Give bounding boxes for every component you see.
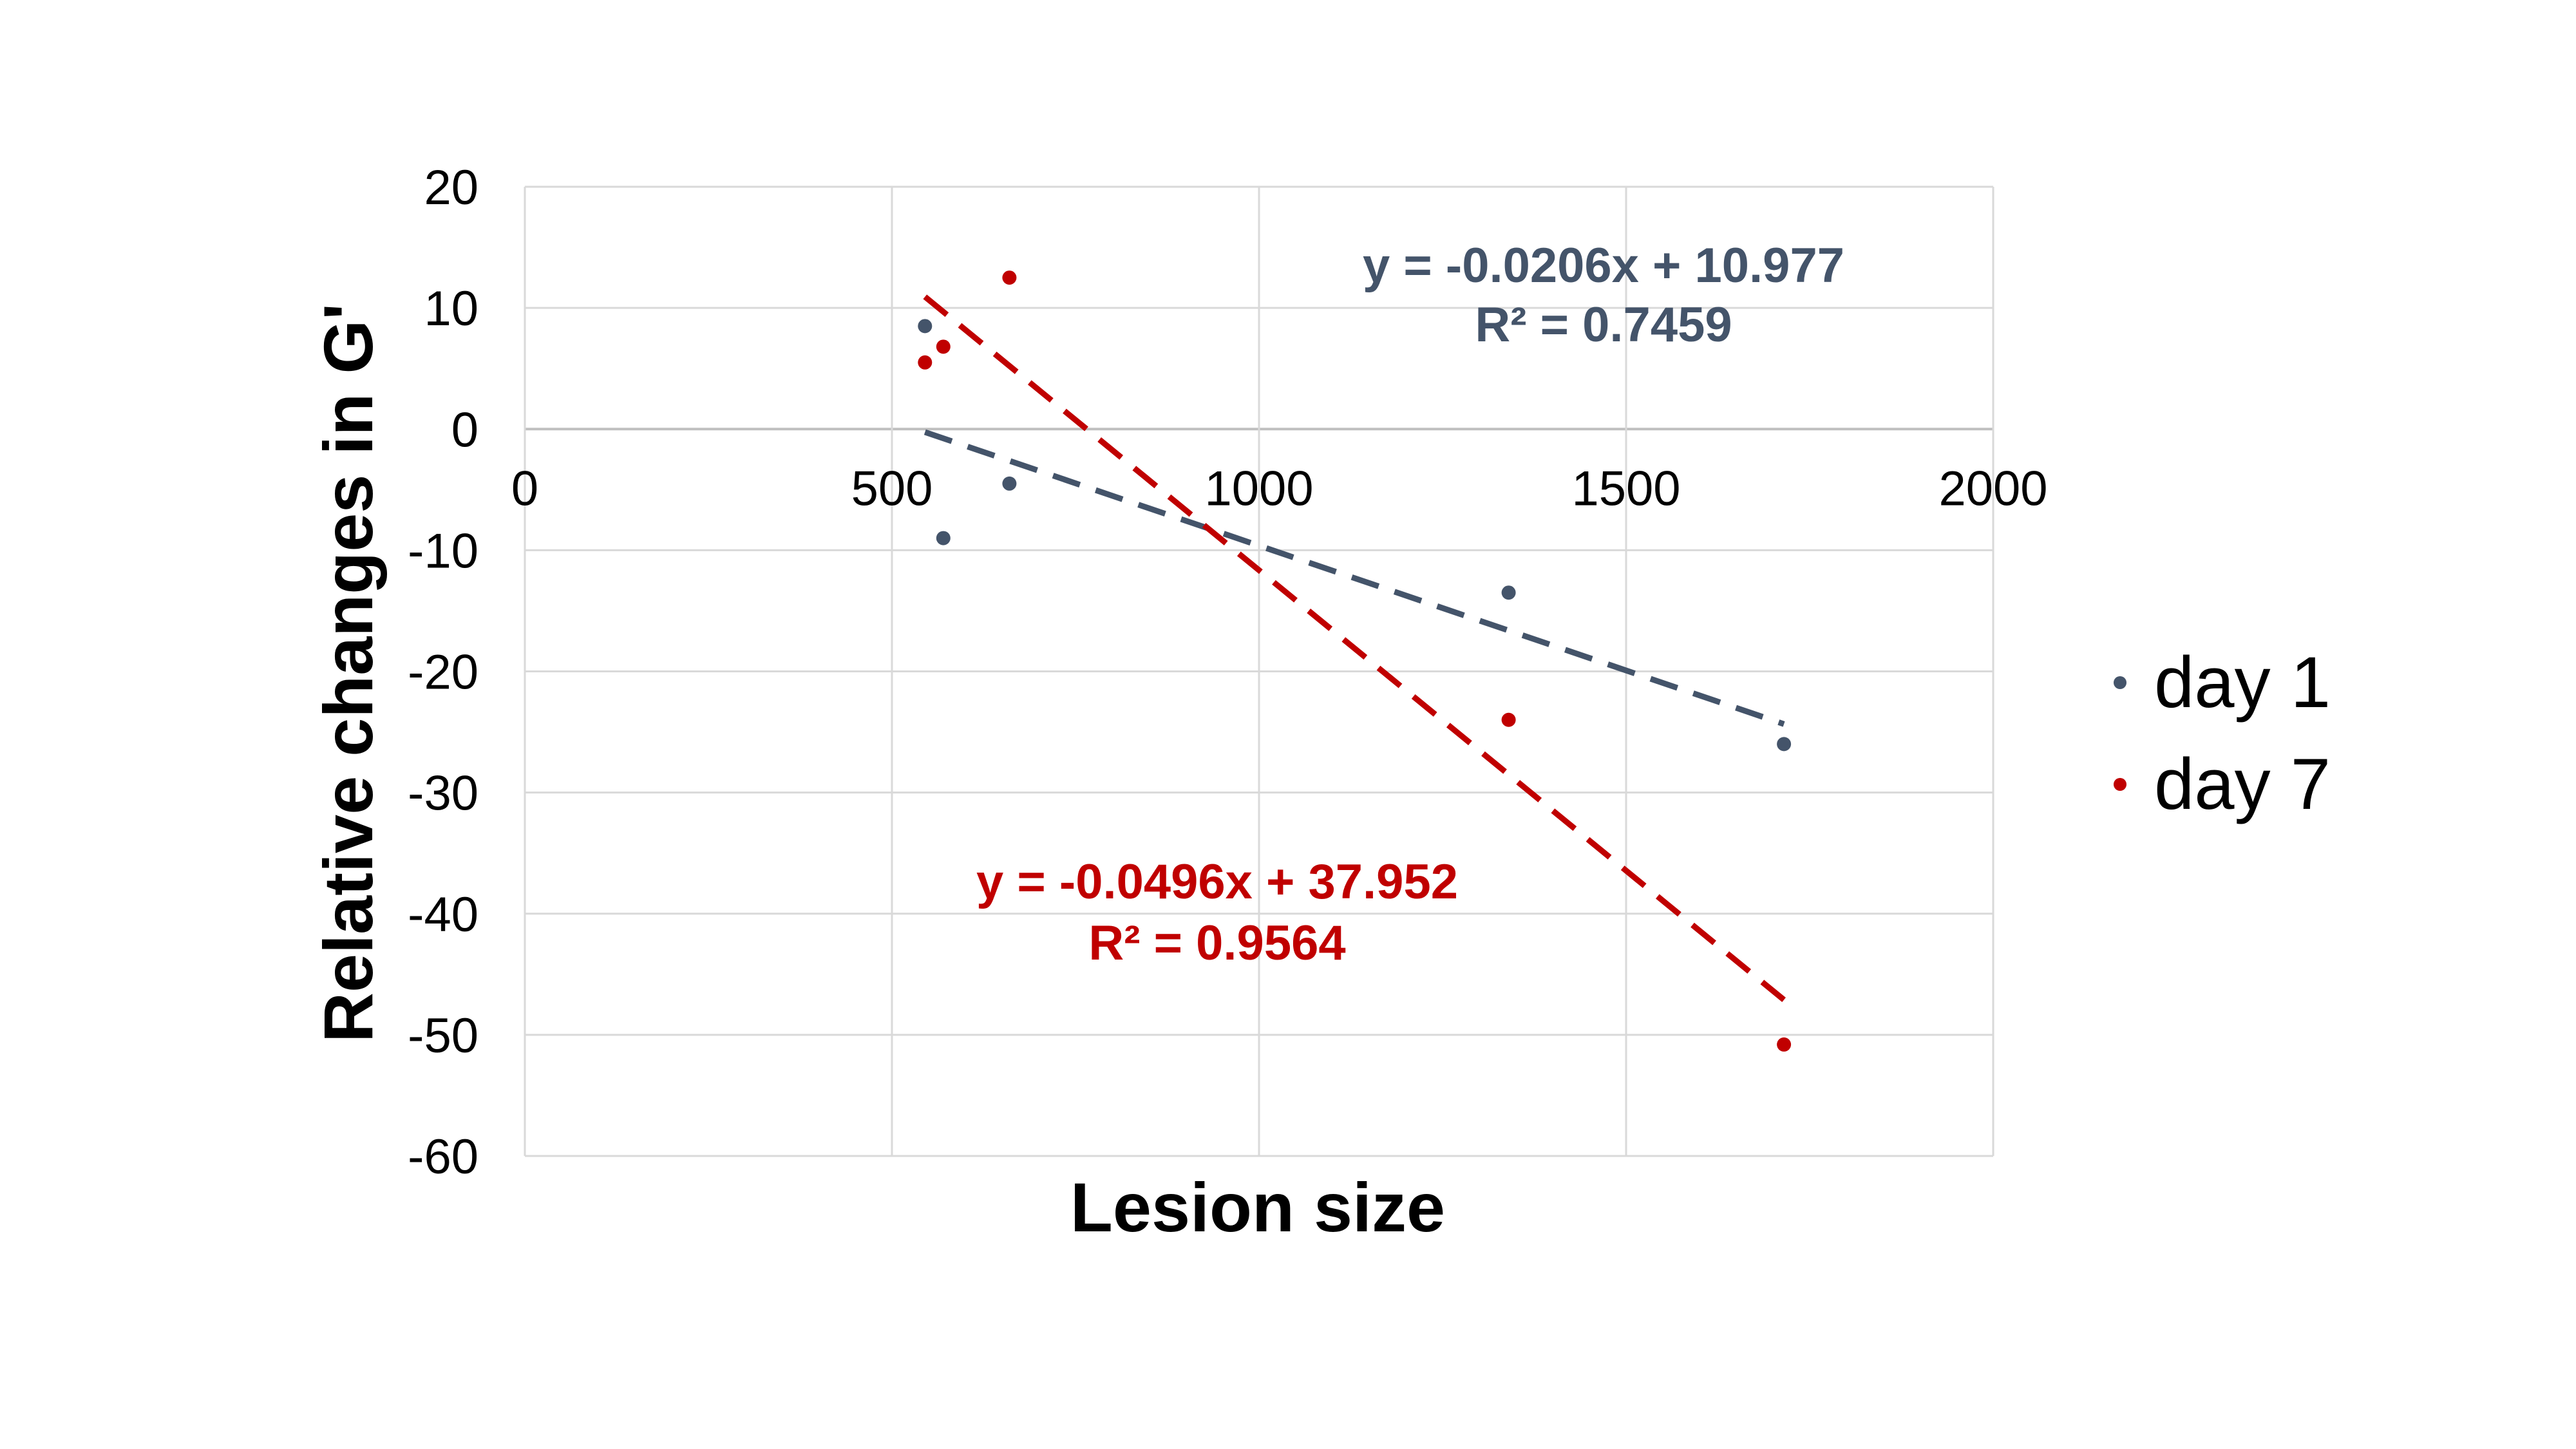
y-tick-label: -30 — [408, 766, 478, 821]
legend-label-day-7: day 7 — [2154, 744, 2331, 824]
data-point-day-7 — [936, 339, 951, 354]
y-tick-label: 20 — [424, 160, 478, 215]
data-point-day-1 — [1002, 476, 1017, 491]
x-tick-label: 2000 — [1938, 461, 2047, 516]
y-tick-label: 10 — [424, 281, 478, 336]
y-tick-label: -40 — [408, 887, 478, 942]
data-points — [918, 270, 1792, 1052]
legend-marker-day-7 — [2114, 778, 2126, 791]
legend-label-day-1: day 1 — [2154, 642, 2331, 723]
x-tick-label: 1000 — [1204, 461, 1313, 516]
trendline-day-7 — [923, 294, 1786, 1003]
day7-r2-label: R² = 0.9564 — [1088, 916, 1345, 971]
data-point-day-7 — [918, 355, 933, 370]
data-point-day-1 — [918, 319, 933, 334]
y-tick-label: -50 — [408, 1009, 478, 1063]
day7-equation-label: y = -0.0496x + 37.952 — [976, 855, 1458, 909]
tick-labels: 20 10 0 -10 -20 -30 -40 -50 -60 0 500 1000 1500 2000 — [408, 160, 2047, 1184]
y-tick-label: 0 — [451, 402, 478, 457]
x-tick-label: 1500 — [1571, 461, 1680, 516]
data-point-day-1 — [1501, 585, 1516, 600]
y-axis-title: Relative changes in G' — [309, 303, 387, 1043]
y-tick-label: -60 — [408, 1130, 478, 1184]
data-point-day-1 — [936, 531, 951, 545]
y-tick-label: -10 — [408, 524, 478, 578]
trendlines — [923, 294, 1786, 1003]
legend-marker-day-1 — [2114, 676, 2126, 689]
trendline-day-1 — [923, 429, 1785, 727]
data-point-day-7 — [1002, 270, 1017, 285]
data-point-day-1 — [1777, 737, 1792, 752]
legend: day 1 day 7 — [2114, 642, 2331, 824]
x-tick-label: 500 — [851, 461, 933, 516]
data-point-day-7 — [1501, 712, 1516, 727]
day1-equation-label: y = -0.0206x + 10.977 — [1363, 238, 1844, 293]
x-axis-title: Lesion size — [1070, 1168, 1445, 1246]
data-point-day-7 — [1777, 1037, 1792, 1052]
day1-r2-label: R² = 0.7459 — [1475, 298, 1732, 352]
x-tick-label: 0 — [511, 461, 538, 516]
y-tick-label: -20 — [408, 645, 478, 700]
gridlines — [524, 185, 1994, 1157]
